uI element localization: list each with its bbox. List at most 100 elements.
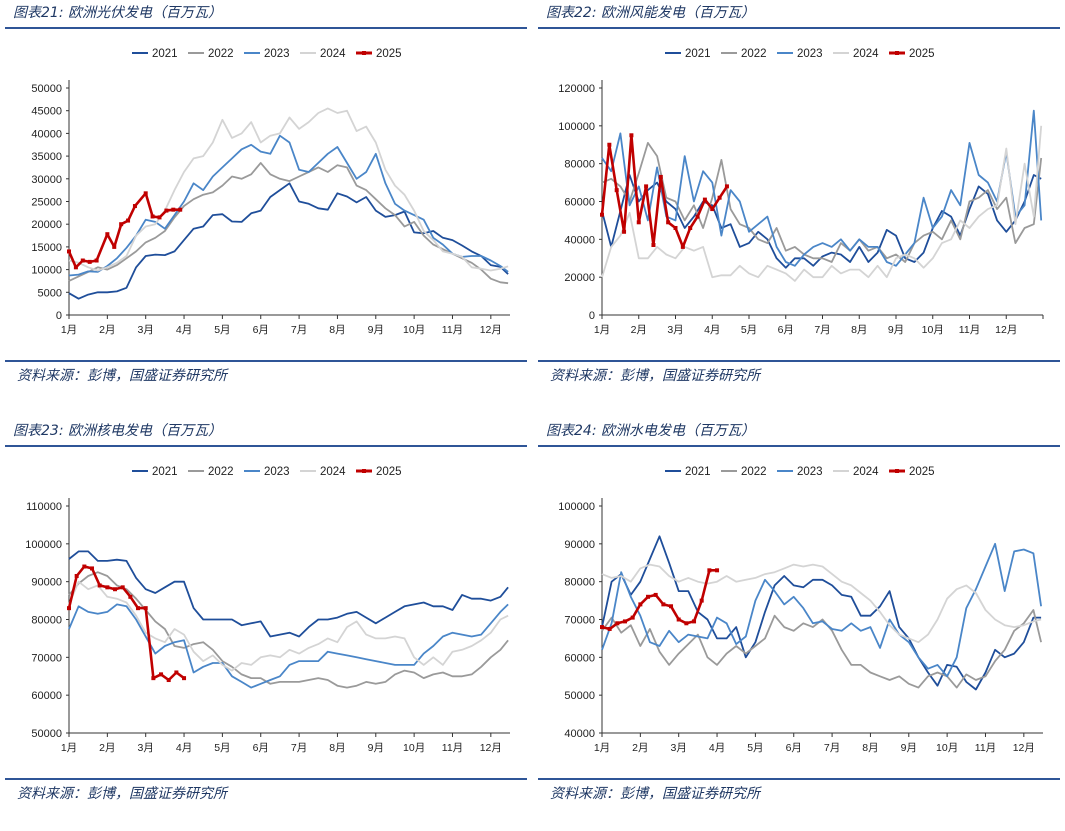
legend-label: 2024 bbox=[320, 466, 346, 478]
legend-label: 2022 bbox=[208, 466, 234, 478]
y-tick-label: 70000 bbox=[564, 615, 595, 627]
chart-panel-solar: 图表21: 欧洲光伏发电（百万瓦） 2021 2022 2023 2024 2025 0 5… bbox=[5, 0, 527, 413]
series-2025 bbox=[600, 133, 729, 249]
y-tick-label: 60000 bbox=[31, 690, 62, 702]
data-point bbox=[629, 133, 634, 138]
x-tick-label: 8月 bbox=[329, 324, 345, 336]
data-point bbox=[119, 222, 124, 227]
data-point bbox=[658, 174, 663, 179]
x-tick-label: 1月 bbox=[61, 742, 77, 754]
y-tick-label: 50000 bbox=[564, 690, 595, 702]
data-point bbox=[702, 197, 707, 202]
y-tick-label: 100000 bbox=[558, 501, 595, 513]
legend-label: 2024 bbox=[320, 48, 346, 60]
legend-label: 2023 bbox=[797, 48, 823, 60]
x-tick-label: 6月 bbox=[778, 324, 794, 336]
legend-item: 2023 bbox=[244, 466, 290, 478]
legend-label: 2021 bbox=[685, 466, 711, 478]
series-2021 bbox=[68, 550, 509, 638]
data-point bbox=[136, 606, 141, 611]
data-point bbox=[707, 568, 712, 573]
series-line bbox=[68, 182, 509, 300]
source-note: 资料来源：彭博，国盛证券研究所 bbox=[550, 786, 760, 802]
x-tick-label: 8月 bbox=[862, 742, 878, 754]
y-tick-label: 80000 bbox=[31, 615, 62, 627]
legend-label: 2023 bbox=[264, 48, 290, 60]
x-tick-label: 9月 bbox=[368, 742, 384, 754]
title-rule bbox=[5, 27, 527, 29]
series-line bbox=[601, 542, 1042, 678]
series-line bbox=[601, 535, 1042, 691]
legend-item: 2021 bbox=[665, 466, 711, 478]
x-tick-label: 5月 bbox=[214, 742, 230, 754]
source-rule bbox=[5, 360, 527, 362]
source-rule bbox=[5, 778, 527, 780]
x-tick-label: 6月 bbox=[253, 742, 269, 754]
legend-label: 2025 bbox=[376, 466, 402, 478]
data-point bbox=[666, 220, 671, 225]
data-point bbox=[120, 585, 125, 590]
legend-item: 2023 bbox=[244, 48, 290, 60]
legend-label: 2024 bbox=[853, 466, 879, 478]
title-rule bbox=[538, 445, 1060, 447]
y-tick-label: 80000 bbox=[564, 159, 595, 171]
data-point bbox=[105, 232, 110, 237]
data-point bbox=[684, 621, 689, 626]
series-2021 bbox=[601, 174, 1042, 269]
nuclear-chart: 2021 2022 2023 2024 2025 50000 60000 70000 80000… bbox=[25, 466, 510, 754]
data-point bbox=[174, 670, 179, 675]
series-line bbox=[601, 125, 1043, 282]
y-tick-label: 20000 bbox=[564, 272, 595, 284]
data-point bbox=[171, 207, 176, 212]
legend-marker bbox=[362, 469, 366, 473]
y-tick-label: 110000 bbox=[26, 501, 62, 513]
data-point bbox=[653, 592, 658, 597]
x-tick-label: 10月 bbox=[922, 324, 944, 336]
x-tick-label: 9月 bbox=[368, 324, 384, 336]
data-point bbox=[710, 207, 715, 212]
data-point bbox=[90, 566, 95, 571]
data-point bbox=[699, 598, 704, 603]
data-point bbox=[607, 142, 612, 147]
x-tick-label: 11月 bbox=[959, 324, 980, 336]
x-tick-label: 9月 bbox=[888, 324, 904, 336]
data-point bbox=[166, 678, 171, 683]
y-tick-label: 40000 bbox=[31, 128, 62, 140]
chart-panel-hydro: 图表24: 欧洲水电发电（百万瓦） 2021 2022 2023 2024 2025 40… bbox=[538, 418, 1060, 831]
data-point bbox=[82, 564, 87, 569]
series-line bbox=[68, 134, 509, 277]
series-2022 bbox=[601, 609, 1042, 689]
x-tick-label: 2月 bbox=[631, 324, 647, 336]
data-point bbox=[688, 225, 693, 230]
x-tick-label: 7月 bbox=[814, 324, 830, 336]
legend-item: 2022 bbox=[721, 48, 767, 60]
data-point bbox=[715, 568, 720, 573]
x-tick-label: 8月 bbox=[329, 742, 345, 754]
data-point bbox=[695, 214, 700, 219]
series-line bbox=[601, 563, 1042, 644]
legend-label: 2021 bbox=[685, 48, 711, 60]
series-2025 bbox=[600, 568, 720, 631]
x-tick-label: 5月 bbox=[214, 324, 230, 336]
legend-marker bbox=[895, 469, 899, 473]
data-point bbox=[669, 604, 674, 609]
legend-item: 2023 bbox=[777, 466, 823, 478]
y-tick-label: 80000 bbox=[564, 577, 595, 589]
data-point bbox=[128, 594, 133, 599]
data-point bbox=[126, 218, 131, 223]
legend-item: 2023 bbox=[777, 48, 823, 60]
x-tick-label: 12月 bbox=[480, 324, 502, 336]
x-tick-label: 10月 bbox=[936, 742, 958, 754]
series-line bbox=[68, 107, 509, 272]
x-tick-label: 7月 bbox=[824, 742, 840, 754]
data-point bbox=[692, 619, 697, 624]
y-tick-label: 45000 bbox=[31, 106, 62, 118]
series-line bbox=[68, 161, 509, 285]
data-point bbox=[178, 207, 183, 212]
legend-label: 2023 bbox=[264, 466, 290, 478]
chart-title: 图表24: 欧洲水电发电（百万瓦） bbox=[546, 423, 755, 439]
title-rule bbox=[5, 445, 527, 447]
series-line bbox=[68, 571, 509, 689]
data-point bbox=[622, 229, 627, 234]
chart-title: 图表23: 欧洲核电发电（百万瓦） bbox=[13, 423, 222, 439]
